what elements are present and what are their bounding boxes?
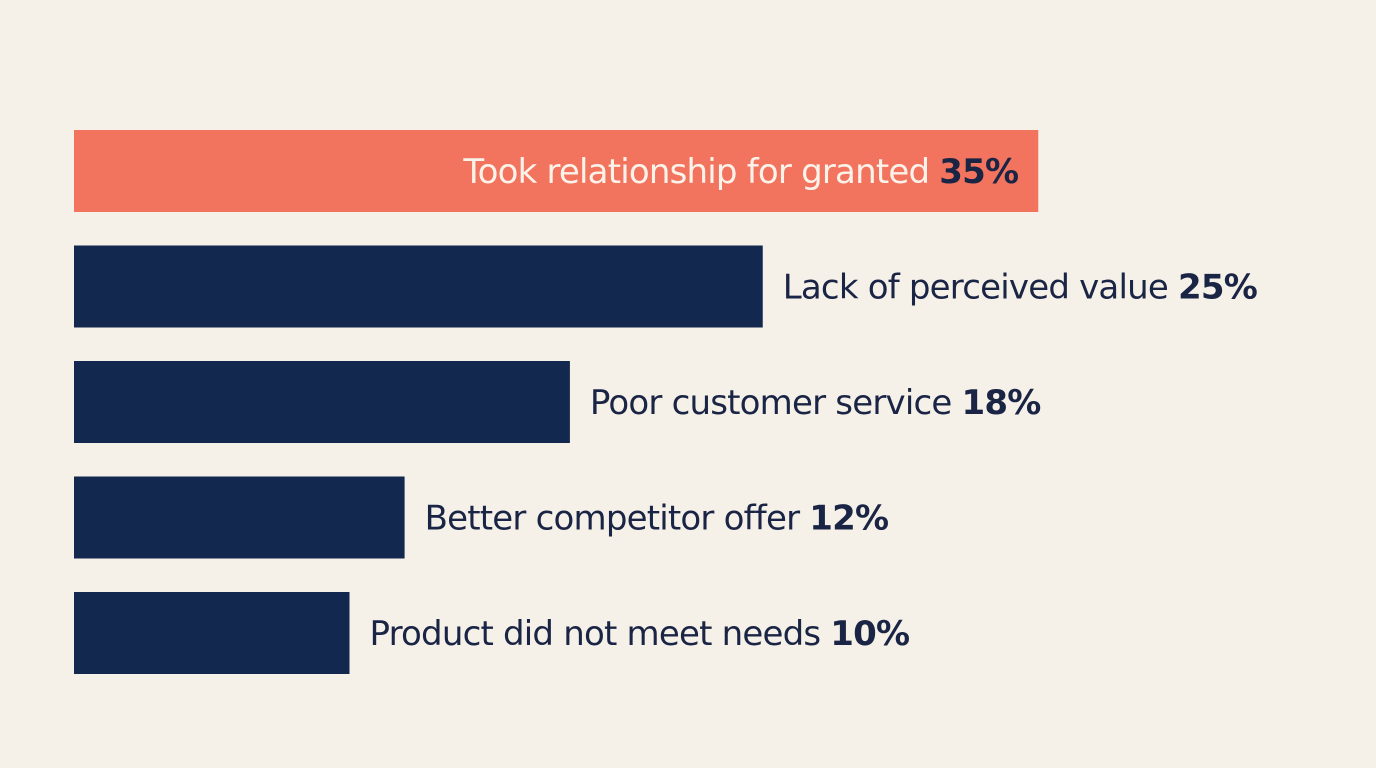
bar-label-3: Better competitor offer 12% (425, 499, 889, 539)
value-label-4: 10% (830, 614, 909, 654)
category-label-0: Took relationship for granted (462, 152, 939, 192)
bar-label-0: Took relationship for granted 35% (462, 152, 1018, 192)
category-label-4: Product did not meet needs (370, 614, 831, 654)
category-label-2: Poor customer service (590, 383, 962, 423)
value-label-0: 35% (939, 152, 1018, 192)
bar-4 (74, 592, 350, 674)
category-label-1: Lack of perceived value (783, 268, 1178, 308)
bars-group (74, 130, 1039, 674)
labels-group: Took relationship for granted 35% Lack of… (370, 152, 1258, 654)
bar-label-1: Lack of perceived value 25% (783, 268, 1257, 308)
bar-2 (74, 361, 570, 443)
bar-label-2: Poor customer service 18% (590, 383, 1041, 423)
value-label-3: 12% (809, 499, 888, 539)
value-label-1: 25% (1178, 268, 1257, 308)
bar-3 (74, 476, 405, 559)
bar-label-4: Product did not meet needs 10% (370, 614, 910, 654)
value-label-2: 18% (961, 383, 1040, 423)
bar-0 (74, 130, 1039, 212)
category-label-3: Better competitor offer (425, 499, 810, 539)
bar-1 (74, 245, 763, 328)
